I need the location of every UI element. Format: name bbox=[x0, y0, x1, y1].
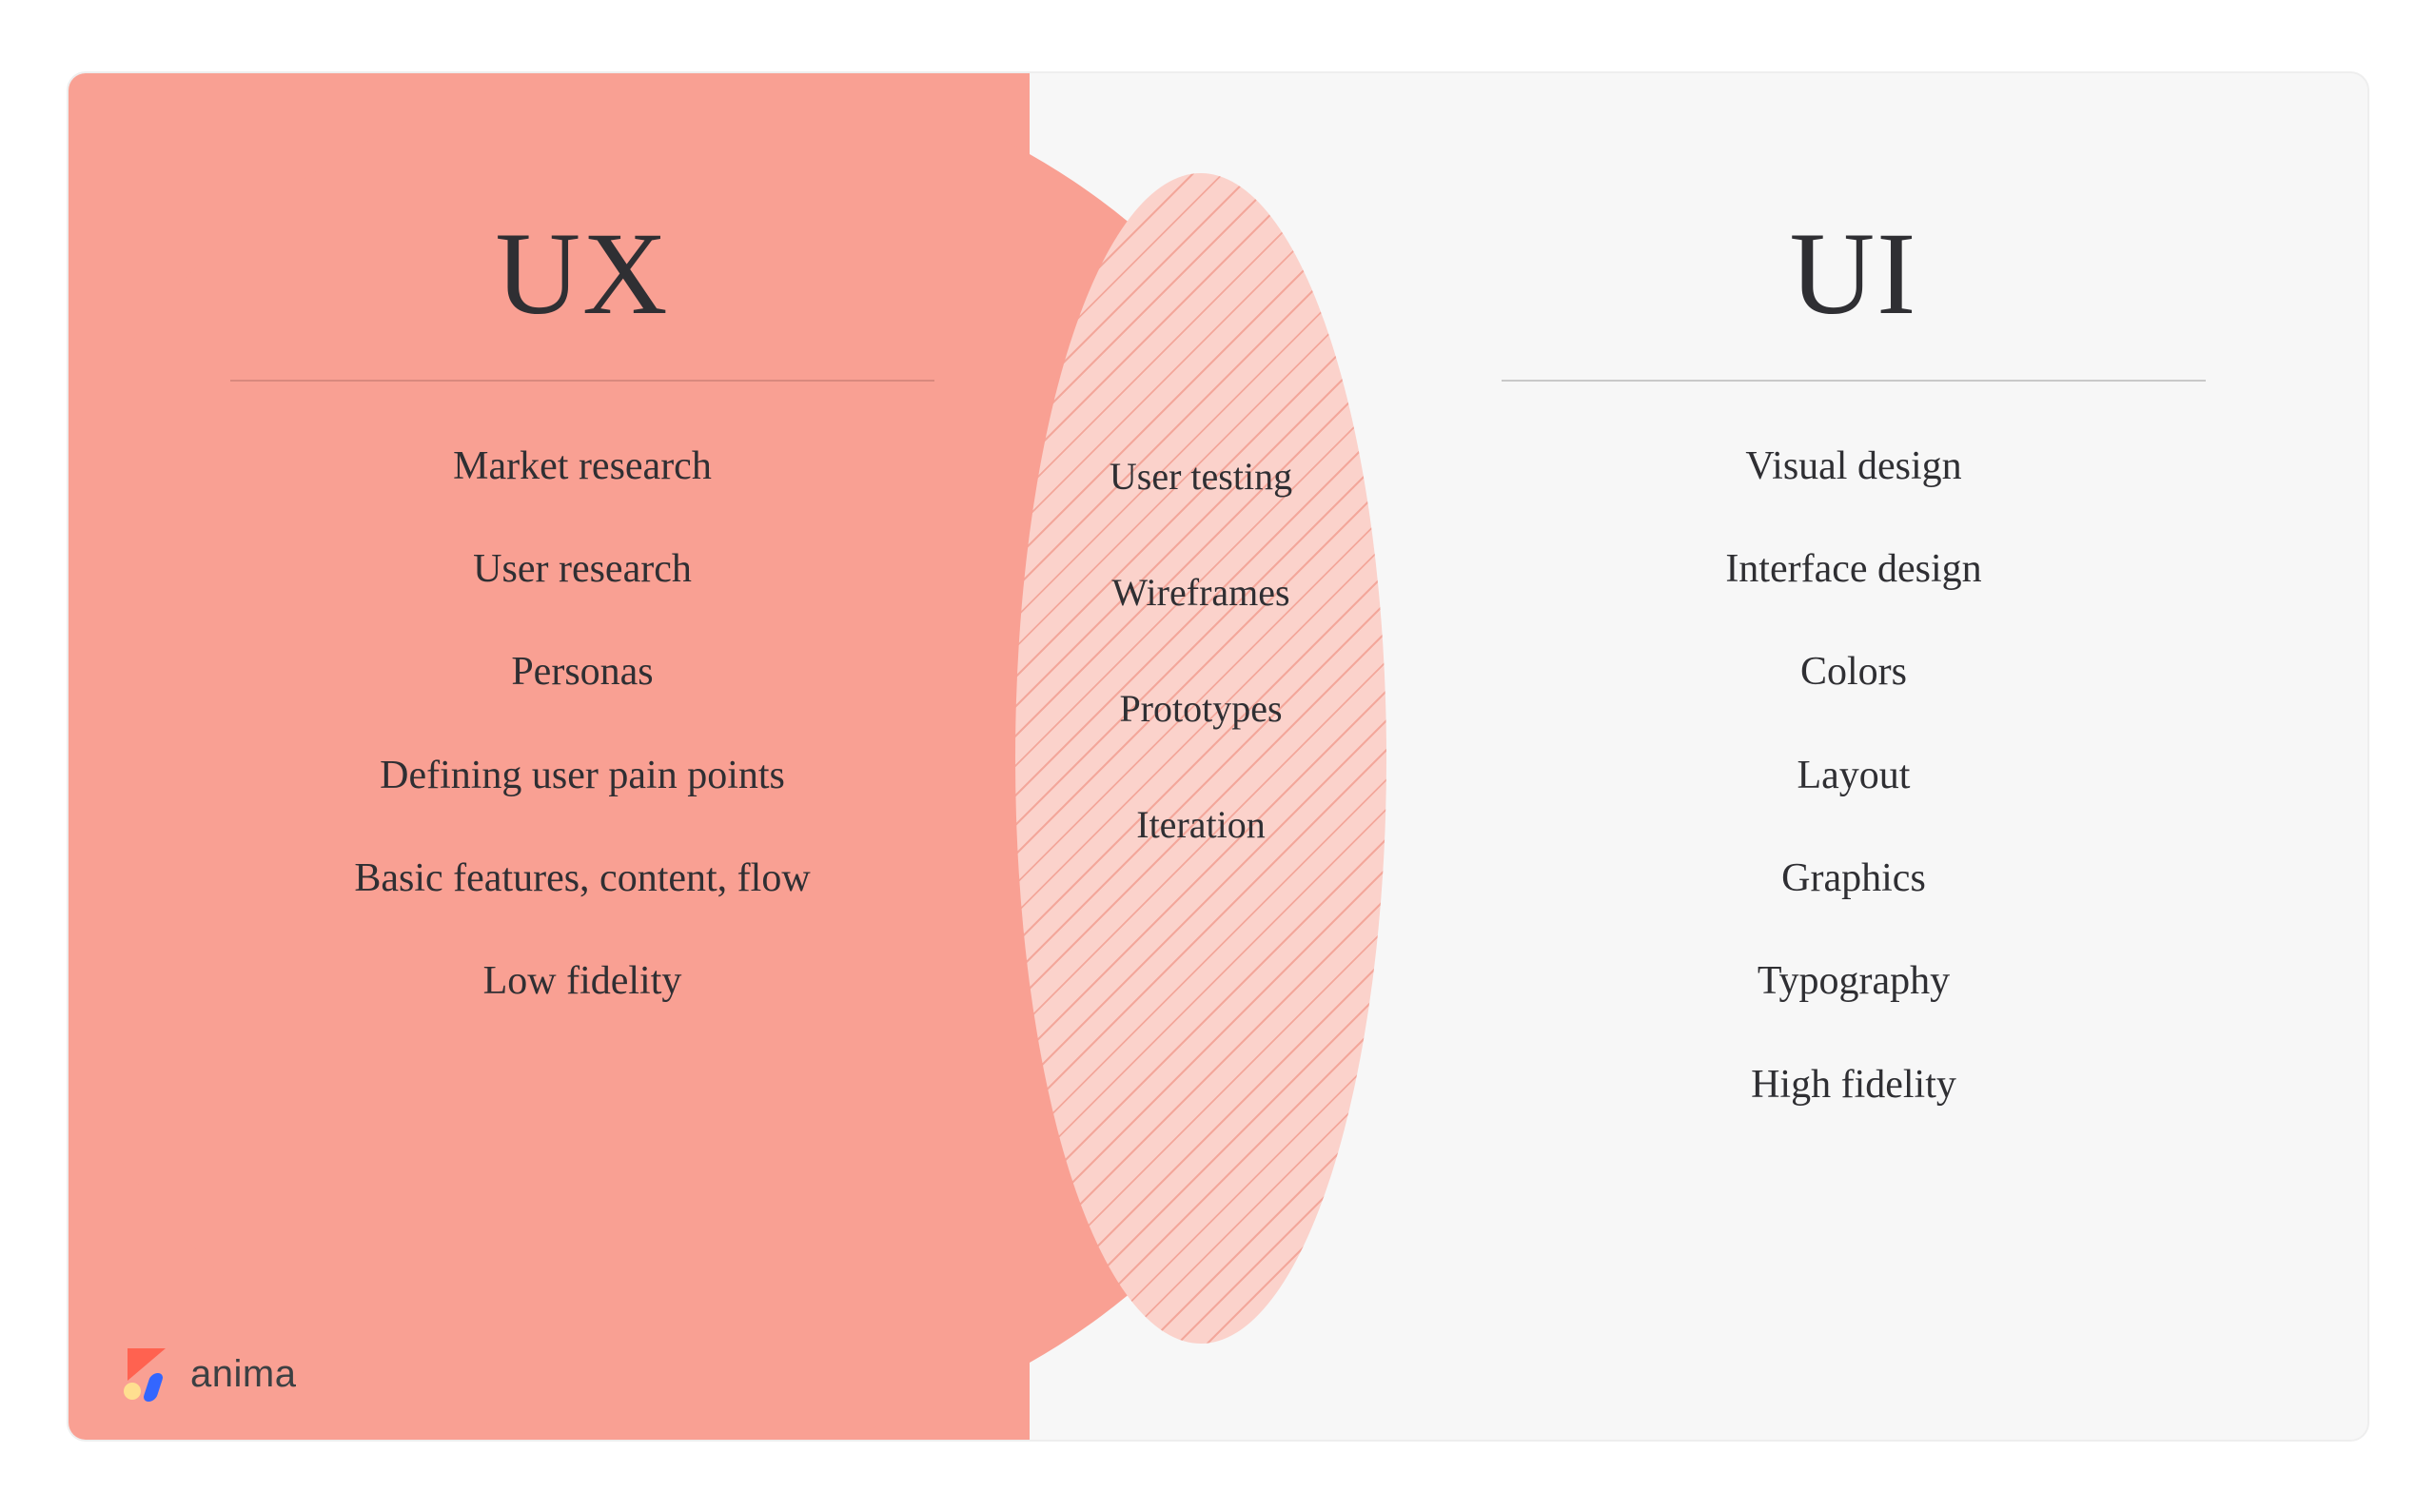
ui-item: Colors bbox=[1800, 648, 1907, 696]
ux-items: Market research User research Personas D… bbox=[354, 442, 810, 1006]
ux-item: Personas bbox=[511, 648, 653, 696]
ux-column: UX Market research User research Persona… bbox=[154, 206, 1011, 1006]
intersection-column: User testing Wireframes Prototypes Itera… bbox=[1015, 454, 1386, 848]
venn-canvas: UX Market research User research Persona… bbox=[67, 71, 2369, 1442]
ux-item: User research bbox=[473, 545, 692, 593]
ux-item: Low fidelity bbox=[483, 957, 682, 1005]
ui-column: UI Visual design Interface design Colors… bbox=[1425, 206, 2282, 1109]
ui-heading: UI bbox=[1790, 206, 1918, 342]
ux-item: Defining user pain points bbox=[380, 752, 785, 799]
brand-logo: anima bbox=[122, 1348, 296, 1402]
logo-dot-icon bbox=[124, 1383, 141, 1400]
ui-items: Visual design Interface design Colors La… bbox=[1725, 442, 1981, 1109]
intersection-item: Prototypes bbox=[1119, 686, 1282, 732]
ux-heading: UX bbox=[495, 206, 669, 342]
intersection-item: Iteration bbox=[1136, 802, 1266, 848]
ui-item: Layout bbox=[1798, 752, 1911, 799]
ux-item: Market research bbox=[453, 442, 712, 490]
ui-item: Visual design bbox=[1745, 442, 1961, 490]
ui-divider bbox=[1502, 380, 2206, 382]
ui-item: Interface design bbox=[1725, 545, 1981, 593]
ui-item: Graphics bbox=[1781, 854, 1926, 902]
intersection-item: Wireframes bbox=[1111, 570, 1289, 616]
ux-item: Basic features, content, flow bbox=[354, 854, 810, 902]
intersection-items: User testing Wireframes Prototypes Itera… bbox=[1110, 454, 1292, 848]
ui-item: Typography bbox=[1758, 957, 1950, 1005]
ui-item: High fidelity bbox=[1751, 1061, 1956, 1109]
intersection-item: User testing bbox=[1110, 454, 1292, 500]
brand-name: anima bbox=[190, 1353, 296, 1396]
anima-logo-icon bbox=[122, 1348, 175, 1402]
ux-divider bbox=[230, 380, 934, 382]
